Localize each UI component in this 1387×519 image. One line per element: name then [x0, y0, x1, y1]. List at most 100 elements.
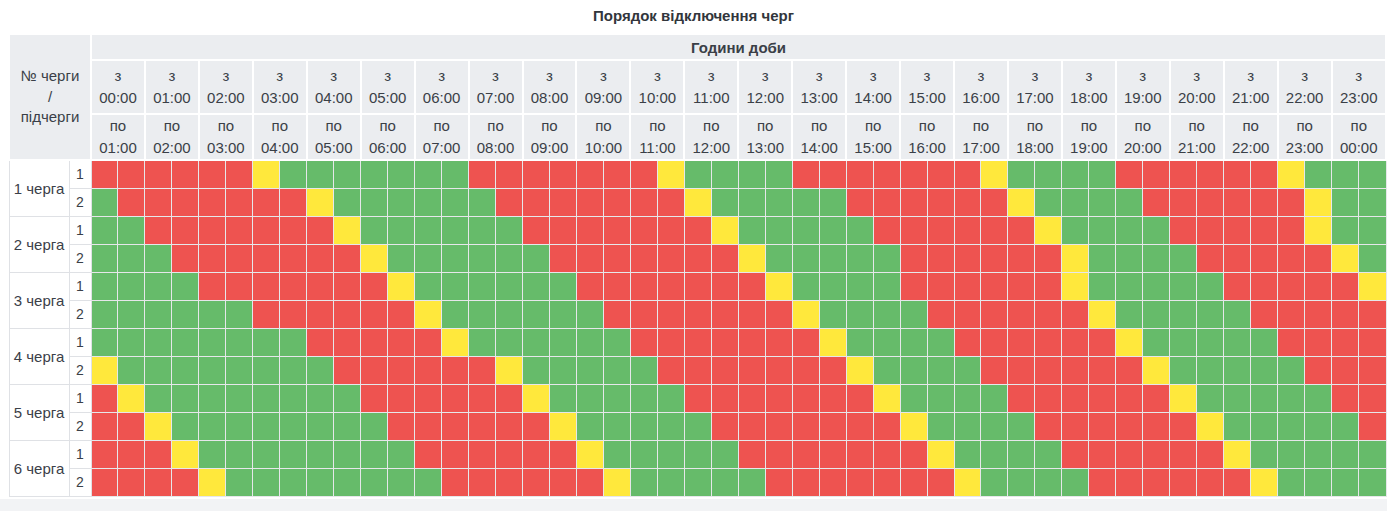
slot-cell: [873, 384, 900, 412]
slot-cell: [711, 384, 738, 412]
slot-cell: [1359, 188, 1386, 216]
slot-cell: [549, 412, 576, 440]
hour-to-header: по06:00: [361, 114, 415, 160]
slot-cell: [118, 244, 145, 272]
slot-cell: [1332, 440, 1359, 468]
slot-cell: [91, 300, 118, 328]
slot-cell: [172, 328, 199, 356]
slot-cell: [684, 412, 711, 440]
slot-cell: [1116, 244, 1143, 272]
slot-cell: [900, 244, 927, 272]
slot-cell: [792, 328, 819, 356]
slot-cell: [442, 468, 469, 496]
hour-to-header: по11:00: [630, 114, 684, 160]
slot-cell: [603, 188, 630, 216]
slot-cell: [388, 272, 415, 300]
slot-cell: [469, 272, 496, 300]
slot-cell: [415, 272, 442, 300]
slot-cell: [630, 216, 657, 244]
slot-cell: [388, 384, 415, 412]
slot-cell: [576, 440, 603, 468]
hour-to-header: по01:00: [91, 114, 145, 160]
slot-cell: [819, 440, 846, 468]
hour-to-header: по14:00: [792, 114, 846, 160]
slot-cell: [361, 356, 388, 384]
slot-cell: [1278, 468, 1305, 496]
slot-cell: [927, 440, 954, 468]
slot-cell: [1035, 468, 1062, 496]
slot-cell: [819, 356, 846, 384]
slot-cell: [603, 244, 630, 272]
slot-cell: [981, 468, 1008, 496]
slot-cell: [307, 356, 334, 384]
slot-cell: [738, 384, 765, 412]
slot-cell: [1278, 300, 1305, 328]
slot-cell: [334, 244, 361, 272]
hour-from-header: з22:00: [1278, 60, 1332, 114]
slot-cell: [307, 160, 334, 189]
slot-cell: [523, 412, 550, 440]
queue-corner-header: № черги/підчерги: [9, 34, 91, 160]
hour-to-header: по08:00: [469, 114, 523, 160]
slot-cell: [1062, 412, 1089, 440]
table-row: 2: [9, 412, 1386, 440]
slot-cell: [954, 300, 981, 328]
slot-cell: [253, 272, 280, 300]
slot-cell: [388, 412, 415, 440]
slot-cell: [388, 160, 415, 189]
slot-cell: [1305, 160, 1332, 189]
slot-cell: [954, 468, 981, 496]
slot-cell: [172, 216, 199, 244]
slot-cell: [1089, 412, 1116, 440]
hour-from-header: з11:00: [684, 60, 738, 114]
slot-cell: [91, 244, 118, 272]
subqueue-number: 2: [69, 300, 91, 328]
slot-cell: [630, 160, 657, 189]
table-row: 2: [9, 468, 1386, 496]
slot-cell: [792, 244, 819, 272]
slot-cell: [1116, 272, 1143, 300]
slot-cell: [900, 356, 927, 384]
slot-cell: [711, 300, 738, 328]
slot-cell: [91, 216, 118, 244]
slot-cell: [172, 412, 199, 440]
slot-cell: [226, 412, 253, 440]
slot-cell: [361, 216, 388, 244]
slot-cell: [1008, 216, 1035, 244]
slot-cell: [118, 384, 145, 412]
slot-cell: [1359, 328, 1386, 356]
slot-cell: [873, 468, 900, 496]
slot-cell: [1008, 440, 1035, 468]
slot-cell: [657, 384, 684, 412]
slot-cell: [496, 272, 523, 300]
slot-cell: [954, 356, 981, 384]
slot-cell: [549, 300, 576, 328]
slot-cell: [226, 272, 253, 300]
slot-cell: [846, 468, 873, 496]
slot-cell: [334, 188, 361, 216]
slot-cell: [603, 356, 630, 384]
queue-row-label: 2 черга: [9, 216, 69, 272]
slot-cell: [118, 412, 145, 440]
slot-cell: [1116, 356, 1143, 384]
slot-cell: [1359, 272, 1386, 300]
slot-cell: [469, 188, 496, 216]
slot-cell: [1278, 412, 1305, 440]
subqueue-number: 2: [69, 356, 91, 384]
slot-cell: [172, 384, 199, 412]
slot-cell: [388, 188, 415, 216]
slot-cell: [1197, 300, 1224, 328]
slot-cell: [603, 412, 630, 440]
slot-cell: [1197, 216, 1224, 244]
slot-cell: [873, 160, 900, 189]
slot-cell: [361, 328, 388, 356]
slot-cell: [1197, 244, 1224, 272]
subqueue-number: 1: [69, 440, 91, 468]
slot-cell: [819, 468, 846, 496]
slot-cell: [307, 188, 334, 216]
slot-cell: [630, 384, 657, 412]
slot-cell: [91, 160, 118, 189]
slot-cell: [496, 244, 523, 272]
slot-cell: [927, 216, 954, 244]
slot-cell: [1089, 188, 1116, 216]
